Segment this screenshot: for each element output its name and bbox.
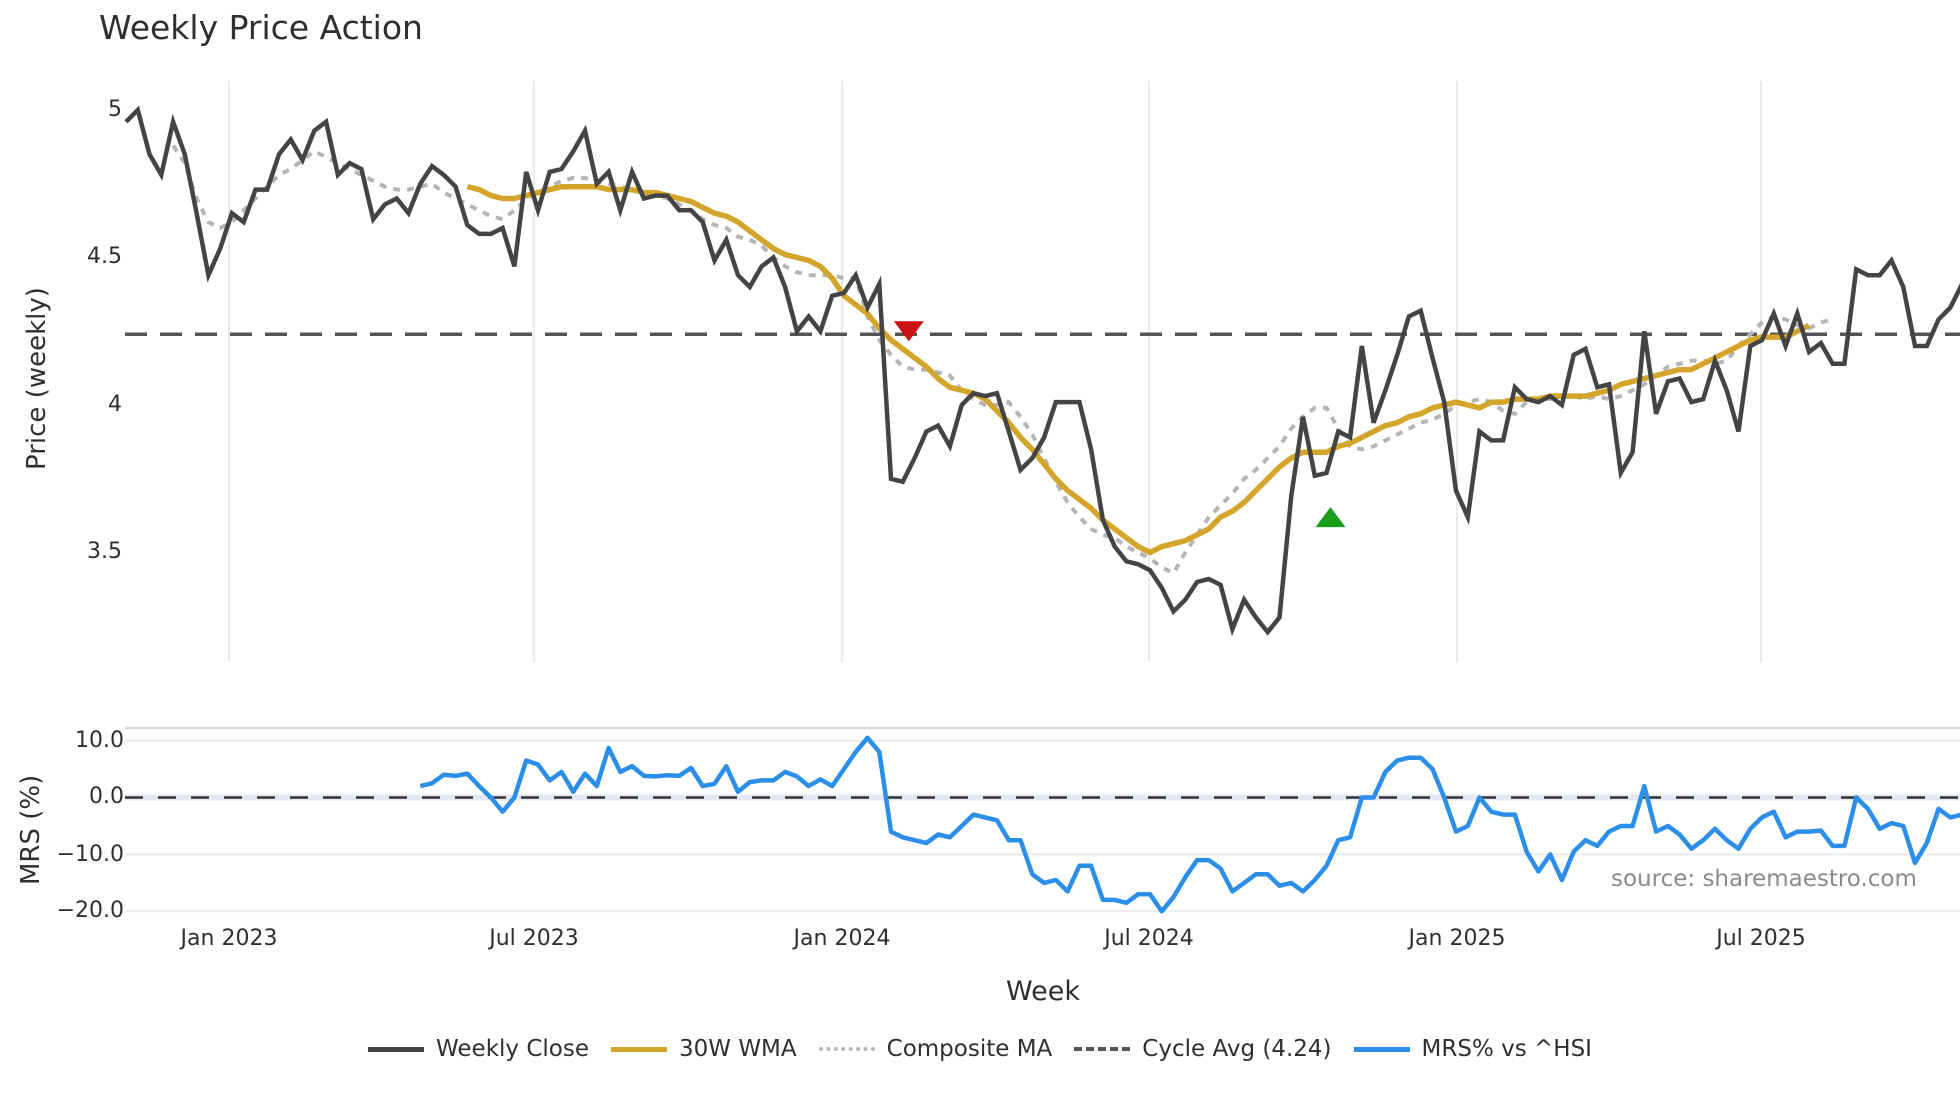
buy-signal-triangle-up-icon (1315, 507, 1346, 528)
signal-markers (893, 321, 1346, 528)
legend-item-weekly-close[interactable]: Weekly Close (368, 1036, 589, 1062)
legend-item-cycle-avg[interactable]: Cycle Avg (4.24) (1074, 1036, 1332, 1062)
price-tick-5: 5 (108, 97, 122, 122)
x-tick-jul-2024: Jul 2024 (1104, 926, 1194, 951)
x-tick-jan-2025: Jan 2025 (1408, 926, 1506, 951)
chart-title: Weekly Price Action (99, 8, 423, 47)
x-tick-jan-2024: Jan 2024 (793, 926, 891, 951)
x-tick-jul-2023: Jul 2023 (489, 926, 579, 951)
mrs-axis-label: MRS (%) (16, 774, 46, 885)
legend-label-weekly-close: Weekly Close (436, 1036, 589, 1062)
price-panel-grid (228, 81, 1762, 662)
cycle-avg-swatch-icon (1074, 1047, 1131, 1051)
composite-ma-swatch-icon (818, 1047, 875, 1051)
source-annotation: source: sharemaestro.com (1611, 866, 1917, 892)
legend-item-composite-ma[interactable]: Composite MA (818, 1036, 1053, 1062)
mrs-tick-0: 0.0 (89, 784, 124, 809)
legend-item-mrs[interactable]: MRS% vs ^HSI (1353, 1036, 1592, 1062)
legend-label-composite-ma: Composite MA (886, 1036, 1053, 1062)
price-tick-3-5: 3.5 (87, 539, 122, 564)
composite-ma-line (171, 144, 1834, 576)
legend: Weekly Close 30W WMA Composite MA Cycle … (0, 1036, 1960, 1062)
mrs-tick-minus-20: −20.0 (56, 898, 124, 923)
x-tick-jul-2025: Jul 2025 (1716, 926, 1806, 951)
legend-label-cycle-avg: Cycle Avg (4.24) (1142, 1036, 1332, 1062)
mrs-tick-10: 10.0 (75, 728, 124, 753)
legend-item-wma[interactable]: 30W WMA (611, 1036, 797, 1062)
x-tick-jan-2023: Jan 2023 (180, 926, 278, 951)
mrs-line (419, 735, 1960, 914)
wma-30w-line (466, 183, 1811, 556)
weekly-close-swatch-icon (368, 1046, 425, 1052)
price-axis-label: Price (weekly) (22, 287, 52, 470)
weekly-close-line (124, 105, 1960, 637)
legend-label-mrs: MRS% vs ^HSI (1421, 1036, 1592, 1062)
price-tick-4: 4 (108, 392, 122, 417)
sell-signal-triangle-down-icon (893, 321, 924, 342)
x-axis-label: Week (1006, 976, 1080, 1007)
legend-label-wma: 30W WMA (679, 1036, 797, 1062)
mrs-tick-minus-10: −10.0 (56, 842, 124, 867)
price-tick-4-5: 4.5 (87, 244, 122, 269)
wma-swatch-icon (611, 1046, 667, 1052)
mrs-swatch-icon (1353, 1046, 1410, 1052)
